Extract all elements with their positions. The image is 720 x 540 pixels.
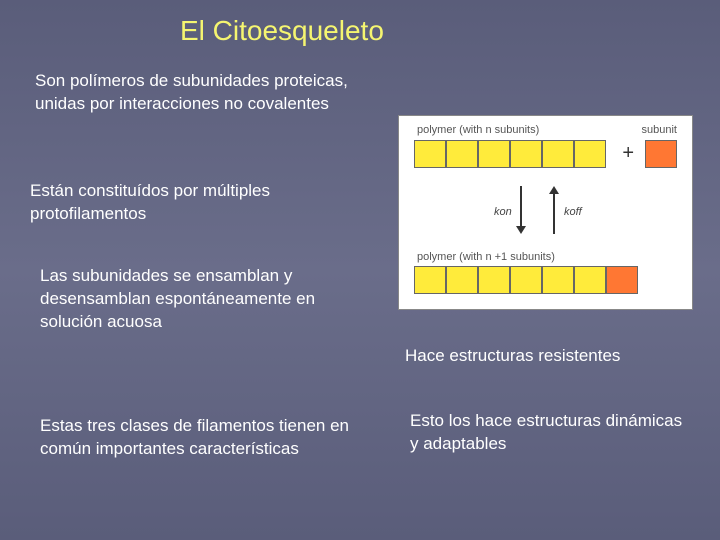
caption-dynamic: Esto los hace estructuras dinámicas y ad… xyxy=(410,410,690,456)
plus-sign: + xyxy=(622,142,634,165)
subunit-cell xyxy=(542,266,574,294)
polymer-row-n xyxy=(414,140,606,168)
subunit-cell xyxy=(510,140,542,168)
paragraph-1: Son polímeros de subunidades proteicas, … xyxy=(35,70,365,116)
kon-label: kon xyxy=(494,206,512,218)
label-subunit: subunit xyxy=(642,124,677,136)
caption-resistant: Hace estructuras resistentes xyxy=(405,345,695,368)
free-subunit xyxy=(645,140,677,168)
subunit-cell-new xyxy=(606,266,638,294)
paragraph-2: Están constituídos por múltiples protofi… xyxy=(30,180,360,226)
label-polymer-n: polymer (with n subunits) xyxy=(417,124,539,136)
polymer-diagram: polymer (with n subunits) subunit polyme… xyxy=(398,115,693,310)
subunit-cell xyxy=(478,266,510,294)
paragraph-4: Estas tres clases de filamentos tienen e… xyxy=(40,415,360,461)
subunit-cell xyxy=(446,140,478,168)
label-polymer-n1: polymer (with n +1 subunits) xyxy=(417,251,555,263)
subunit-cell xyxy=(414,140,446,168)
subunit-cell xyxy=(446,266,478,294)
koff-label: koff xyxy=(564,206,582,218)
slide-title: El Citoesqueleto xyxy=(180,15,384,47)
paragraph-3: Las subunidades se ensamblan y desensamb… xyxy=(40,265,360,334)
subunit-cell xyxy=(574,140,606,168)
subunit-cell xyxy=(542,140,574,168)
subunit-cell xyxy=(510,266,542,294)
subunit-cell xyxy=(478,140,510,168)
subunit-cell xyxy=(574,266,606,294)
polymer-row-n1 xyxy=(414,266,638,294)
subunit-cell xyxy=(414,266,446,294)
